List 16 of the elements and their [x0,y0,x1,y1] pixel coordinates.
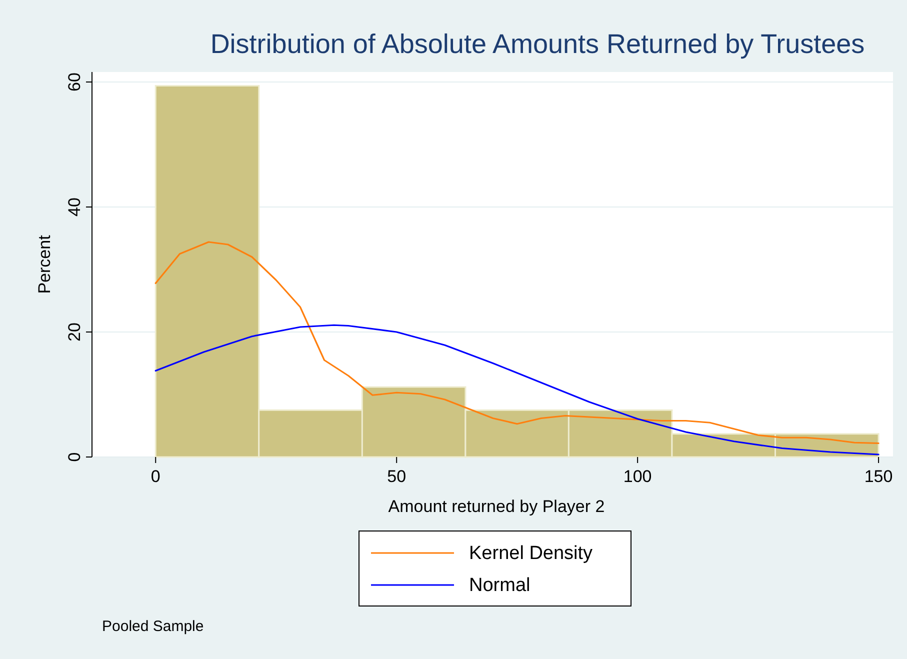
y-tick-label: 20 [65,322,84,342]
y-axis-title: Percent [35,234,54,294]
x-tick-label: 0 [150,467,160,486]
x-tick-label: 100 [623,467,652,486]
line-series [154,241,880,444]
x-tick-label: 50 [387,467,406,486]
x-axis-title: Amount returned by Player 2 [388,497,605,516]
y-tick-label: 60 [65,72,84,92]
x-tick-label: 150 [864,467,893,486]
line-series [154,324,880,456]
chart-title: Distribution of Absolute Amounts Returned by Trustees [210,29,865,59]
legend-label: Normal [469,575,530,596]
y-tick-label: 40 [65,198,84,216]
legend-label: Kernel Density [469,543,594,564]
y-tick-label: 0 [65,452,84,462]
text: Pooled Sample [102,618,204,635]
